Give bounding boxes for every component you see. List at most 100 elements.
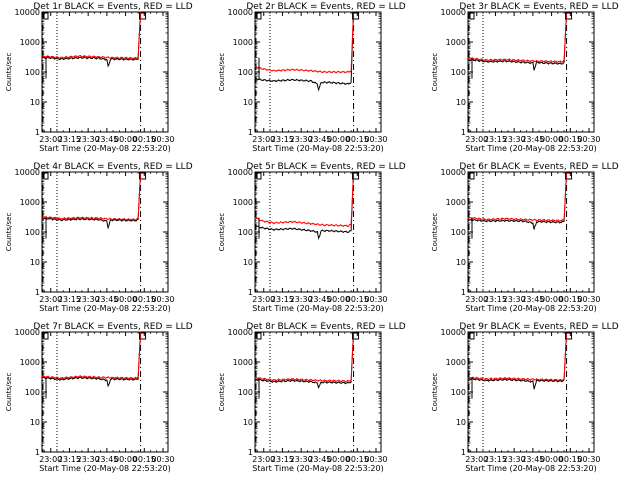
saturation-marker (565, 12, 573, 20)
panel-det-6: Det 6r BLACK = Events, RED = LLD 1 10 100 10… (431, 162, 619, 313)
y-tick-label: 10000 (441, 328, 466, 337)
x-tick-label: 23:30 (290, 295, 313, 304)
x-tick-label: 23:00 (252, 455, 275, 464)
saturation-marker (469, 172, 475, 180)
series-line-lld (254, 171, 355, 228)
y-axis-label: Counts/sec (218, 53, 226, 92)
x-tick-label: 23:30 (503, 295, 526, 304)
y-tick-label: 10000 (15, 328, 40, 337)
x-tick-label: 23:30 (290, 455, 313, 464)
x-tick-label: 23:30 (77, 135, 100, 144)
x-tick-label: 00:15 (559, 295, 582, 304)
y-tick-label: 10 (456, 258, 466, 267)
x-tick-label: 00:30 (151, 455, 174, 464)
series-line-events (467, 171, 568, 230)
x-axis-label: Start Time (20-May-08 22:53:20) (252, 144, 383, 153)
x-tick-label: 23:30 (77, 295, 100, 304)
saturation-marker (469, 332, 475, 340)
x-tick-label: 23:00 (465, 135, 488, 144)
series-line-events (42, 172, 142, 230)
panel-title: Det 5r BLACK = Events, RED = LLD (246, 162, 405, 172)
series-line-lld (41, 331, 142, 380)
y-tick-label: 1000 (446, 358, 466, 367)
x-tick-label: 23:45 (95, 295, 118, 304)
y-tick-label: 100 (238, 228, 253, 237)
x-tick-label: 00:00 (114, 295, 137, 304)
y-tick-label: 10000 (228, 168, 253, 177)
y-tick-label: 100 (25, 388, 40, 397)
series-line-events (254, 331, 355, 389)
panel-det-1: Det 1r BLACK = Events, RED = LLD 1 10 100 10… (5, 2, 193, 153)
x-axis-label: Start Time (20-May-08 22:53:20) (252, 464, 383, 473)
y-tick-label: 100 (25, 68, 40, 77)
x-tick-label: 23:15 (271, 455, 294, 464)
x-tick-label: 23:45 (308, 455, 331, 464)
series-line-lld (467, 12, 568, 63)
saturation-marker (139, 12, 147, 20)
x-axis-label: Start Time (20-May-08 22:53:20) (39, 144, 170, 153)
x-axis-label: Start Time (20-May-08 22:53:20) (39, 464, 170, 473)
panel-title: Det 3r BLACK = Events, RED = LLD (459, 2, 618, 12)
x-tick-label: 00:30 (151, 135, 174, 144)
x-tick-label: 23:30 (503, 135, 526, 144)
y-tick-label: 10 (243, 418, 253, 427)
y-tick-label: 10000 (441, 8, 466, 17)
y-tick-label: 1 (35, 288, 40, 297)
axes-frame (254, 171, 382, 293)
x-tick-label: 00:00 (540, 135, 563, 144)
saturation-marker (565, 332, 573, 340)
x-axis-label: Start Time (20-May-08 22:53:20) (465, 144, 596, 153)
x-tick-label: 23:30 (503, 455, 526, 464)
x-tick-label: 00:00 (327, 135, 350, 144)
y-axis-label: Counts/sec (5, 213, 13, 252)
x-tick-label: 23:00 (39, 455, 62, 464)
x-tick-label: 00:15 (559, 135, 582, 144)
y-tick-label: 1 (461, 448, 466, 457)
x-tick-label: 23:30 (290, 135, 313, 144)
x-tick-label: 00:30 (364, 295, 387, 304)
y-tick-label: 100 (238, 68, 253, 77)
y-tick-label: 1000 (446, 198, 466, 207)
x-tick-label: 00:15 (133, 295, 156, 304)
series-line-lld (467, 332, 568, 382)
y-tick-label: 1000 (20, 358, 40, 367)
series-line-lld (467, 171, 568, 222)
x-tick-label: 23:45 (308, 295, 331, 304)
x-tick-label: 00:00 (114, 135, 137, 144)
x-tick-label: 00:30 (364, 135, 387, 144)
axes-frame (254, 331, 382, 453)
x-tick-label: 23:15 (271, 295, 294, 304)
y-tick-label: 100 (25, 228, 40, 237)
panel-det-3: Det 3r BLACK = Events, RED = LLD 1 10 100 10… (431, 2, 619, 153)
x-tick-label: 23:15 (58, 455, 81, 464)
panel-title: Det 8r BLACK = Events, RED = LLD (246, 322, 405, 332)
x-tick-label: 23:00 (39, 295, 62, 304)
series-line-events (41, 11, 142, 68)
axes-frame (467, 11, 595, 133)
x-axis-label: Start Time (20-May-08 22:53:20) (465, 304, 596, 313)
y-tick-label: 100 (451, 388, 466, 397)
y-tick-label: 10 (243, 98, 253, 107)
y-tick-label: 10 (30, 258, 40, 267)
y-tick-label: 1 (461, 288, 466, 297)
y-tick-label: 1 (248, 128, 253, 137)
x-tick-label: 23:45 (95, 455, 118, 464)
x-tick-label: 23:30 (77, 455, 100, 464)
y-tick-label: 10 (243, 258, 253, 267)
y-tick-label: 1 (248, 448, 253, 457)
saturation-marker (43, 332, 49, 340)
x-tick-label: 00:30 (577, 135, 600, 144)
panel-det-5: Det 5r BLACK = Events, RED = LLD 1 10 100 10… (218, 162, 406, 313)
y-axis-label: Counts/sec (218, 213, 226, 252)
saturation-marker (352, 172, 360, 180)
x-tick-label: 23:15 (58, 295, 81, 304)
saturation-marker (469, 12, 475, 20)
saturation-marker (43, 12, 49, 20)
y-tick-label: 10 (456, 418, 466, 427)
y-tick-label: 10000 (15, 8, 40, 17)
y-tick-label: 1000 (233, 358, 253, 367)
x-tick-label: 23:00 (252, 135, 275, 144)
saturation-marker (256, 172, 262, 180)
y-tick-label: 100 (451, 228, 466, 237)
